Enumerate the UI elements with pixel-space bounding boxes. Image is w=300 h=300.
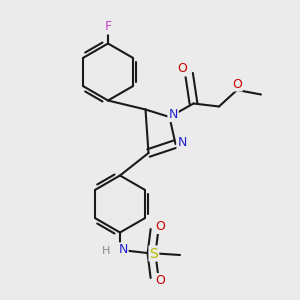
- Text: N: N: [177, 136, 187, 149]
- Text: O: O: [178, 62, 187, 76]
- Text: S: S: [149, 247, 158, 260]
- Text: H: H: [102, 246, 111, 256]
- Text: O: O: [155, 274, 165, 287]
- Text: N: N: [118, 243, 128, 256]
- Text: O: O: [232, 77, 242, 91]
- Text: O: O: [155, 220, 165, 233]
- Text: N: N: [168, 108, 178, 121]
- Text: F: F: [104, 20, 112, 34]
